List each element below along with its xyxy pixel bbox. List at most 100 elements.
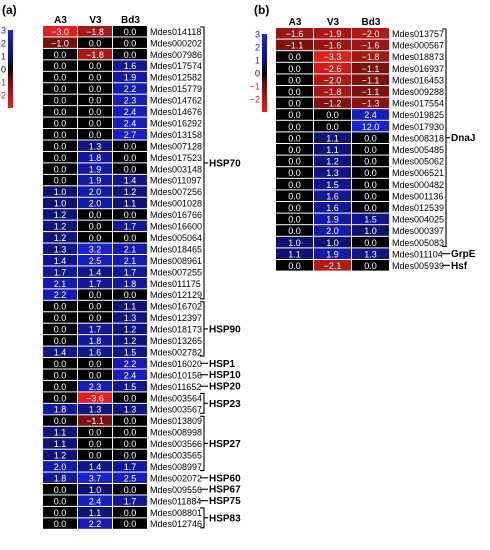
heatmap-cell [43, 26, 77, 37]
heatmap-cell [314, 39, 351, 51]
cell-value-label: 1.4 [54, 256, 67, 266]
heatmap-cell [43, 426, 77, 438]
gene-label: Mdes017930 [392, 122, 444, 132]
cell-value-label: 2.0 [54, 462, 67, 472]
heatmap-cell [43, 484, 77, 495]
heatmap-cell [78, 335, 112, 346]
heatmap-cell [113, 83, 147, 94]
heatmap-cell [352, 248, 389, 259]
cell-value-label: 2.0 [326, 226, 339, 236]
cell-value-label: 0.0 [124, 164, 137, 174]
cell-value-label: 2.4 [364, 110, 377, 120]
cell-value-label: 0.0 [54, 73, 67, 83]
group-bracket [200, 415, 208, 472]
heatmap-cell [113, 37, 147, 48]
cell-value-label: −1.8 [86, 50, 104, 60]
group-label-hsp1: HSP1 [209, 359, 236, 370]
heatmap-cell [78, 94, 112, 106]
cell-value-label: 1.0 [288, 238, 301, 248]
heatmap-cell [314, 202, 351, 213]
column-header-a3: A3 [289, 17, 302, 28]
gene-label: Mdes019825 [392, 110, 444, 120]
group-label-hsp27: HSP27 [209, 439, 241, 450]
gene-label: Mdes003565 [150, 451, 202, 461]
cell-value-label: 0.0 [54, 176, 67, 186]
heatmap-cell [352, 132, 389, 143]
cell-value-label: 0.0 [54, 153, 67, 163]
cell-value-label: 2.7 [124, 130, 137, 140]
heatmap-cell [78, 220, 112, 232]
heatmap-cell [113, 71, 147, 83]
cell-value-label: −3.3 [324, 52, 342, 62]
cell-value-label: −1.9 [324, 29, 342, 39]
heatmap-cell [78, 323, 112, 335]
gene-label: Mdes001136 [392, 191, 443, 201]
color-scale-tick: −1 [0, 78, 6, 88]
heatmap-cell [78, 60, 112, 71]
cell-value-label: 0.0 [364, 168, 377, 178]
color-scale-tick: 3 [255, 30, 260, 40]
heatmap-cell [78, 243, 112, 254]
heatmap-cell [314, 144, 351, 155]
color-scale-tick: 2 [1, 39, 6, 49]
cell-value-label: 0.0 [364, 191, 377, 201]
gene-label: Mdes010156 [150, 370, 202, 380]
panel-label: (b) [254, 3, 269, 17]
cell-value-label: 0.0 [288, 226, 301, 236]
heatmap-cell [43, 266, 77, 277]
heatmap-cell [314, 167, 351, 178]
cell-value-label: 1.7 [89, 279, 102, 289]
heatmap-cell [352, 236, 389, 248]
cell-value-label: 0.0 [288, 122, 301, 132]
heatmap-cell [78, 380, 112, 392]
heatmap-cell [78, 140, 112, 151]
cell-value-label: 0.0 [54, 336, 67, 346]
cell-value-label: −1.6 [324, 41, 342, 51]
group-bracket [200, 301, 208, 357]
gene-label: Mdes003148 [150, 164, 202, 174]
gene-label: Mdes016702 [150, 302, 202, 312]
gene-label: Mdes000202 [150, 38, 202, 48]
heatmap-cell [78, 71, 112, 83]
heatmap-cell [78, 197, 112, 209]
heatmap-cell [43, 335, 77, 346]
heatmap-cell [43, 472, 77, 483]
heatmap-cell [113, 380, 147, 392]
gene-label: Mdes000482 [392, 180, 444, 190]
heatmap-cell [113, 312, 147, 323]
cell-value-label: 0.0 [364, 145, 377, 155]
gene-label: Mdes009288 [392, 87, 444, 97]
heatmap-cell [43, 358, 77, 369]
heatmap-cell [352, 51, 389, 62]
gene-label: Mdes017554 [392, 99, 444, 109]
cell-value-label: −1.8 [86, 27, 104, 37]
cell-value-label: 1.7 [124, 496, 137, 506]
cell-value-label: 1.2 [54, 451, 67, 461]
cell-value-label: 0.0 [89, 359, 102, 369]
heatmap-cell [352, 178, 389, 190]
heatmap-cell [78, 518, 112, 529]
cell-value-label: 1.6 [89, 347, 102, 357]
group-label-hsp10: HSP10 [209, 370, 241, 381]
heatmap-cell [78, 106, 112, 117]
heatmap-cell [113, 232, 147, 243]
gene-label: Mdes012397 [150, 313, 202, 323]
cell-value-label: −1.3 [362, 99, 380, 109]
heatmap-cell [78, 392, 112, 403]
cell-value-label: 1.7 [124, 222, 137, 232]
gene-label: Mdes007128 [150, 141, 202, 151]
cell-value-label: 2.1 [54, 279, 67, 289]
cell-value-label: 0.0 [54, 382, 67, 392]
group-label-hsp60: HSP60 [209, 473, 241, 484]
gene-label: Mdes004025 [392, 215, 444, 225]
column-header-v3: V3 [89, 15, 102, 26]
heatmap-cell [276, 74, 313, 85]
heatmap-cell [276, 62, 313, 74]
heatmap-cell [43, 163, 77, 174]
cell-value-label: 1.9 [89, 164, 102, 174]
gene-label: Mdes009556 [150, 485, 202, 495]
group-label-grpe: GrpE [451, 249, 476, 260]
heatmap-cell [78, 495, 112, 506]
cell-value-label: 0.0 [124, 50, 137, 60]
heatmap-cell [352, 28, 389, 39]
